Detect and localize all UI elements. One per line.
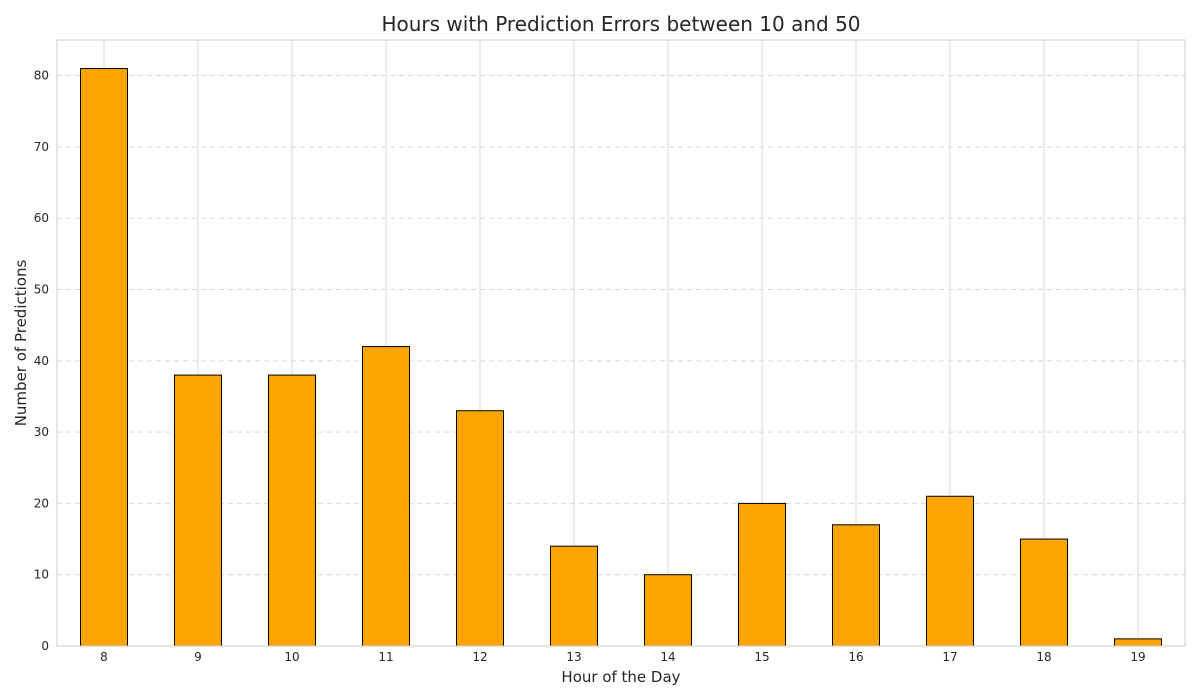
bar-hour-11 [362, 346, 410, 647]
y-tick-label: 70 [34, 140, 49, 154]
bar-hour-16 [832, 524, 880, 647]
y-ticks: 0 10 20 30 40 50 60 70 80 [34, 69, 49, 653]
x-ticks: 8 9 10 11 12 13 14 15 16 17 18 19 [100, 650, 1145, 664]
bar-hour-9 [174, 374, 222, 647]
x-tick-label: 9 [194, 650, 202, 664]
x-tick-label: 11 [378, 650, 393, 664]
bar-hour-13 [550, 545, 598, 647]
x-tick-label: 19 [1130, 650, 1145, 664]
x-tick-label: 18 [1036, 650, 1051, 664]
x-tick-label: 14 [660, 650, 675, 664]
x-tick-label: 12 [472, 650, 487, 664]
bar-hour-12 [456, 410, 504, 647]
bar-hour-8 [80, 68, 128, 647]
y-tick-label: 80 [34, 69, 49, 83]
x-tick-label: 15 [754, 650, 769, 664]
plot-frame [56, 39, 1186, 647]
bar-hour-10 [268, 374, 316, 647]
chart-title: Hours with Prediction Errors between 10 … [381, 12, 860, 36]
bar-hour-17 [926, 495, 974, 647]
bar-hour-14 [644, 574, 692, 647]
y-tick-label: 30 [34, 425, 49, 439]
x-axis-label: Hour of the Day [561, 668, 680, 686]
bar-hour-18 [1020, 538, 1068, 647]
y-tick-label: 0 [41, 639, 49, 653]
y-tick-label: 50 [34, 283, 49, 297]
y-tick-label: 20 [34, 496, 49, 510]
y-tick-label: 40 [34, 354, 49, 368]
x-tick-label: 17 [942, 650, 957, 664]
y-tick-label: 60 [34, 211, 49, 225]
x-tick-label: 16 [848, 650, 863, 664]
y-tick-label: 10 [34, 568, 49, 582]
bar-hour-19 [1114, 638, 1162, 647]
x-tick-label: 10 [284, 650, 299, 664]
bars [80, 68, 1162, 647]
bar-hour-15 [738, 502, 786, 647]
grid [57, 40, 1185, 646]
y-axis-label: Number of Predictions [12, 260, 30, 427]
x-tick-label: 8 [100, 650, 108, 664]
x-tick-label: 13 [566, 650, 581, 664]
